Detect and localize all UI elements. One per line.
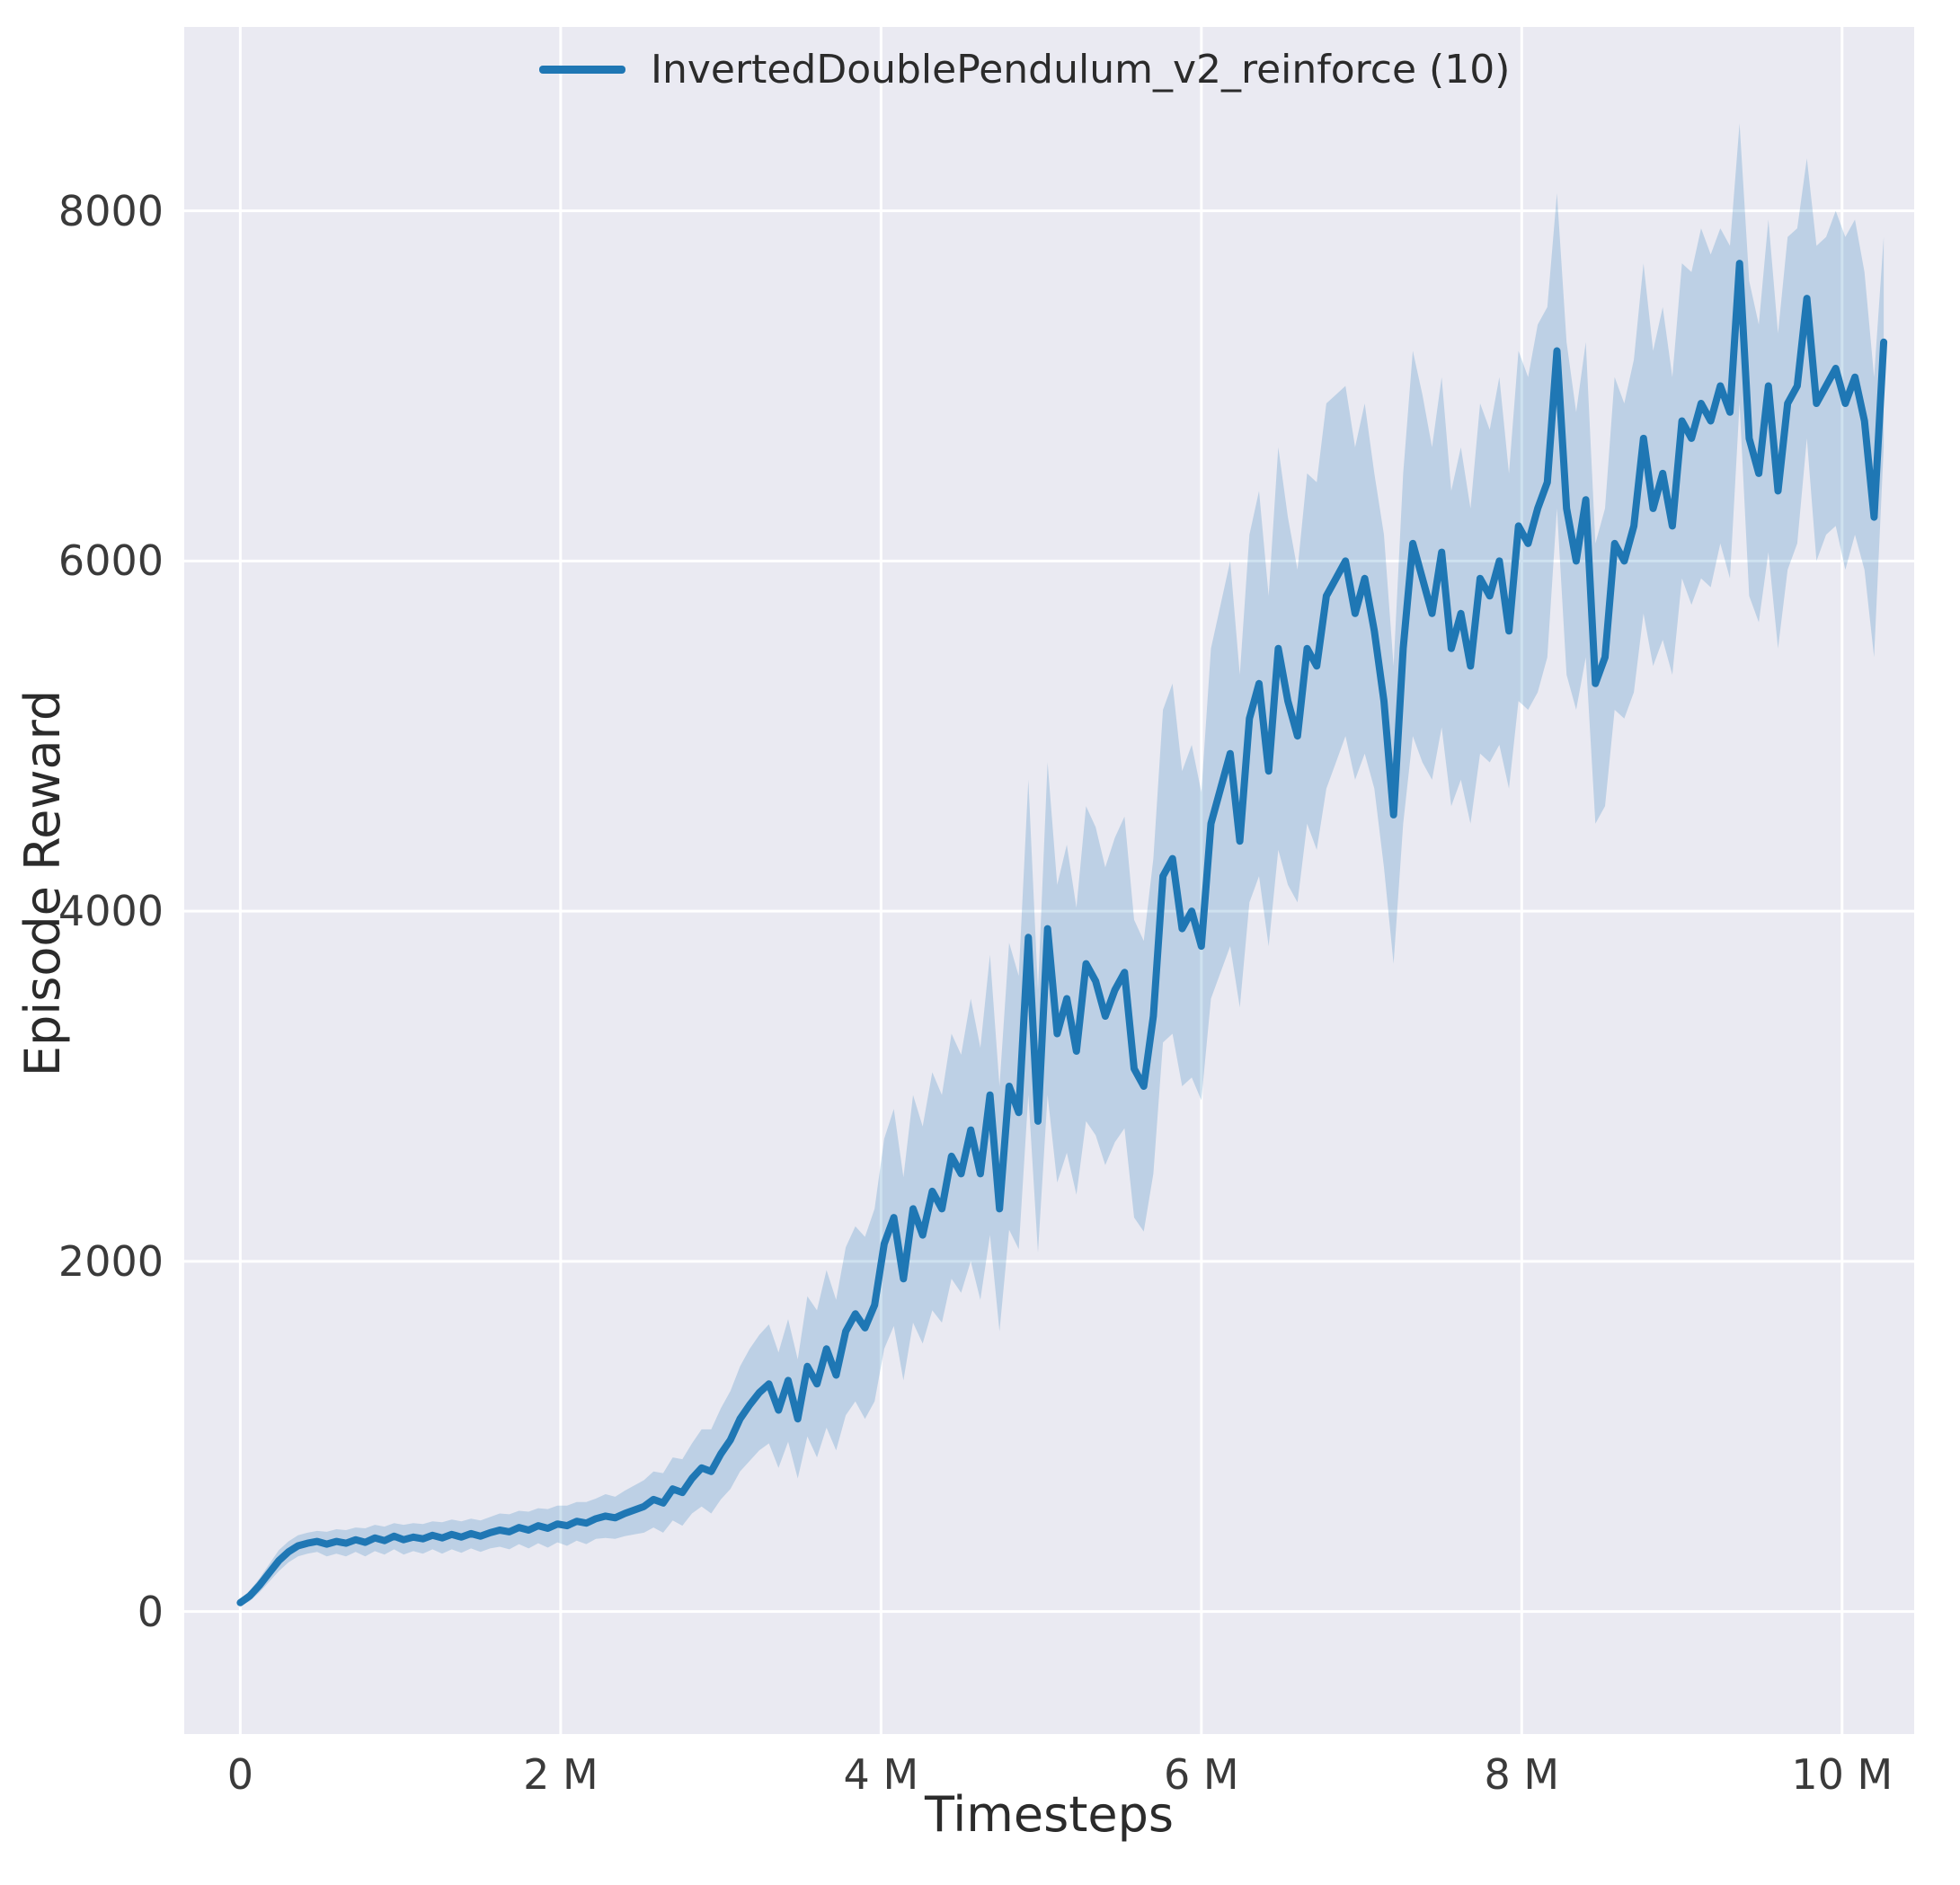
x-tick-label: 0 <box>226 1750 254 1799</box>
x-tick-label: 8 M <box>1484 1750 1560 1799</box>
legend: InvertedDoublePendulum_v2_reinforce (10) <box>539 47 1510 93</box>
x-tick-label: 10 M <box>1791 1750 1893 1799</box>
x-tick-label: 2 M <box>523 1750 599 1799</box>
y-tick-label: 2000 <box>58 1236 164 1286</box>
y-tick-label: 8000 <box>58 186 164 235</box>
legend-label: InvertedDoublePendulum_v2_reinforce (10) <box>651 47 1511 93</box>
confidence-band <box>240 123 1885 1606</box>
x-tick-label: 6 M <box>1164 1750 1239 1799</box>
plot-area <box>184 27 1914 1734</box>
mean-line <box>236 260 1888 1606</box>
y-tick-label: 4000 <box>58 887 164 936</box>
y-axis-label: Episode Reward <box>14 689 71 1077</box>
y-tick-label: 6000 <box>58 536 164 586</box>
y-tick-label: 0 <box>137 1587 164 1636</box>
x-tick-label: 4 M <box>843 1750 919 1799</box>
chart-canvas <box>184 27 1914 1734</box>
legend-line-swatch <box>539 66 625 74</box>
x-axis-label: Timesteps <box>924 1786 1175 1843</box>
